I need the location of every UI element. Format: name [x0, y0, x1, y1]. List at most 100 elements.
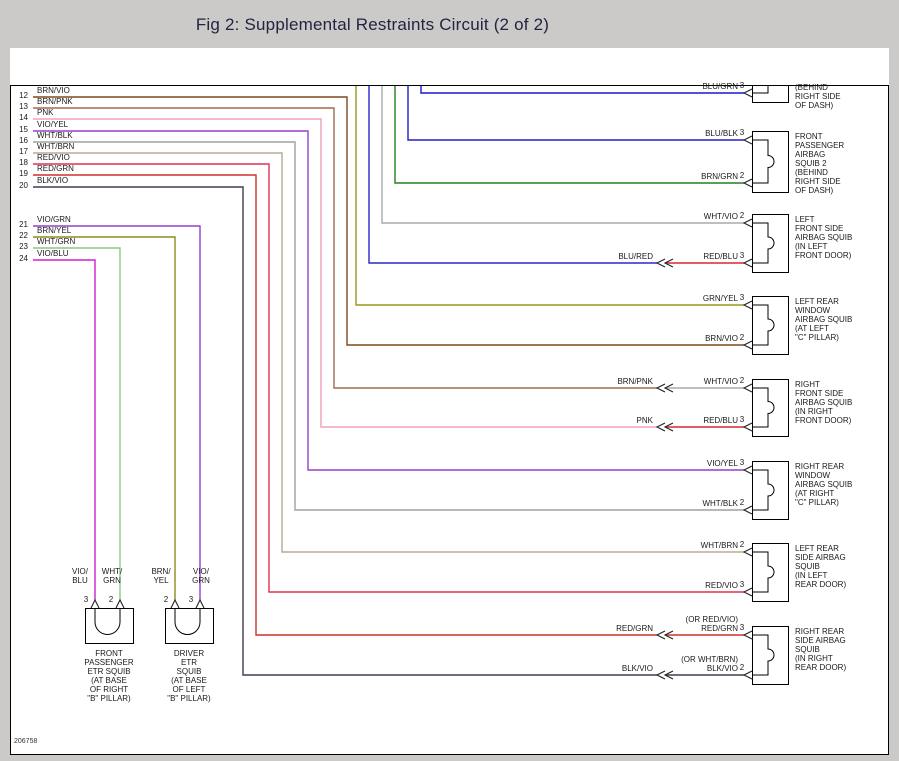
wire-color-label: BLU/RED [618, 252, 653, 261]
wire-wht-grn [33, 247, 121, 600]
terminal-arrow-icon [742, 465, 753, 475]
connector-name-line: (AT BASE [171, 676, 207, 685]
terminal-arrow-icon [742, 505, 753, 515]
connector-name-line: OF RIGHT [89, 685, 129, 694]
connector-name-line: RIGHT [795, 380, 820, 389]
connector-name-line: (BEHIND [795, 83, 828, 92]
left-pin-number: 23 [19, 242, 28, 251]
left-pin-wire-label: PNK [37, 108, 54, 117]
connector-name-line: REAR DOOR) [795, 580, 847, 589]
terminal-arrow-icon [742, 178, 753, 188]
pin-number: 3 [188, 595, 194, 604]
squib-icon [752, 222, 775, 264]
wire-color-label: BLK/VIO [621, 664, 653, 673]
connector-name-line: FRONT DOOR) [795, 251, 852, 260]
connector-name-line: (IN LEFT [795, 242, 828, 251]
connector-name-line: FRONT SIDE [795, 224, 844, 233]
connector-name-line: OF LEFT [172, 685, 206, 694]
left-pin-number: 16 [19, 136, 28, 145]
wire-color-label: BLU/GRN [702, 82, 738, 91]
wire-blu-red [368, 86, 657, 264]
pin-number: 2 [108, 595, 114, 604]
wire-color-label: WHT/VIO [703, 377, 738, 386]
pin-number: 3 [739, 81, 745, 90]
wire-brn-pnk [33, 107, 657, 389]
connector-name-line: SQUIB [795, 562, 820, 571]
terminal-arrow-icon [115, 598, 125, 609]
terminal-arrow-icon [170, 598, 180, 609]
pin-number: 2 [739, 376, 745, 385]
pin-number: 3 [739, 580, 745, 589]
wire-color-label: WHT/VIO [703, 212, 738, 221]
connector-name-line: LEFT REAR [795, 544, 839, 553]
wire-color-label: GRN/YEL [702, 294, 738, 303]
connector-name-line: RIGHT REAR [795, 462, 845, 471]
wire-color-label: WHT/BRN [700, 541, 738, 550]
wire-vio-grn [33, 225, 201, 600]
connector-name-line: OF DASH) [795, 186, 834, 195]
pin-number: 3 [739, 293, 745, 302]
left-pin-number: 24 [19, 254, 28, 263]
connector-name-line: PASSENGER [84, 658, 134, 667]
connector-name-line: FRONT [795, 132, 823, 141]
wire-color-label: BLU [72, 576, 88, 585]
connector-box [165, 608, 214, 644]
squib-icon [752, 469, 775, 511]
wire-color-label: VIO/YEL [706, 459, 738, 468]
pin-number: 3 [739, 251, 745, 260]
wire-color-label: RED/VIO [705, 581, 738, 590]
left-pin-number: 20 [19, 181, 28, 190]
inline-connector-icon [655, 258, 666, 268]
wire-brn-yel [33, 236, 176, 600]
connector-name-line: (AT RIGHT [795, 489, 835, 498]
wire-color-label: GRN [192, 576, 210, 585]
connector-box [85, 608, 134, 644]
connector-name-line: FRONT DOOR) [795, 416, 852, 425]
left-pin-number: 18 [19, 158, 28, 167]
wire-color-label: VIO/ [71, 567, 88, 576]
connector-name-line: PASSENGER [795, 141, 845, 150]
pin-number: 2 [739, 540, 745, 549]
connector-name-line: RIGHT SIDE [795, 177, 841, 186]
terminal-arrow-icon [742, 258, 753, 268]
pin-number: 2 [739, 498, 745, 507]
connector-name-line: FRONT SIDE [795, 389, 844, 398]
wire-color-label: WHT/BLK [702, 499, 738, 508]
pin-number: 3 [739, 415, 745, 424]
connector-name-line: SQUIB [795, 645, 820, 654]
pin-number: 3 [739, 128, 745, 137]
terminal-arrow-icon [742, 670, 753, 680]
connector-name-line: (IN RIGHT [795, 654, 833, 663]
connector-name-line: WINDOW [795, 306, 831, 315]
inline-connector-icon [655, 670, 666, 680]
squib-icon [94, 608, 121, 635]
pin-number: 2 [739, 211, 745, 220]
wire-wht-brn [33, 152, 744, 553]
wire-color-label: PNK [636, 416, 653, 425]
left-pin-wire-label: BRN/YEL [37, 226, 72, 235]
wire-color-label: RED/GRN [616, 624, 653, 633]
connector-name-line: RIGHT SIDE [795, 92, 841, 101]
left-pin-wire-label: RED/GRN [37, 164, 74, 173]
pin-number: 2 [739, 171, 745, 180]
figure-title: Fig 2: Supplemental Restraints Circuit (… [195, 15, 550, 34]
inline-connector-icon [663, 422, 674, 432]
connector-box [752, 86, 789, 103]
pin-number: 2 [163, 595, 169, 604]
connector-name-line: SQUIB 2 [795, 159, 827, 168]
connector-box [752, 131, 789, 193]
left-pin-wire-label: VIO/YEL [37, 120, 69, 129]
squib-icon [752, 139, 775, 184]
connector-name-line: (IN LEFT [795, 571, 828, 580]
wire-color-label: RED/GRN [701, 624, 738, 633]
left-pin-wire-label: RED/VIO [37, 153, 70, 162]
terminal-arrow-icon [742, 340, 753, 350]
connector-name-line: "C" PILLAR) [795, 498, 839, 507]
left-pin-number: 15 [19, 125, 28, 134]
left-pin-number: 22 [19, 231, 28, 240]
left-pin-wire-label: VIO/GRN [37, 215, 71, 224]
diagram-canvas [10, 85, 889, 755]
wire-alt-color-label: (OR WHT/BRN) [681, 655, 738, 664]
terminal-arrow-icon [742, 135, 753, 145]
connector-name-line: (IN RIGHT [795, 407, 833, 416]
